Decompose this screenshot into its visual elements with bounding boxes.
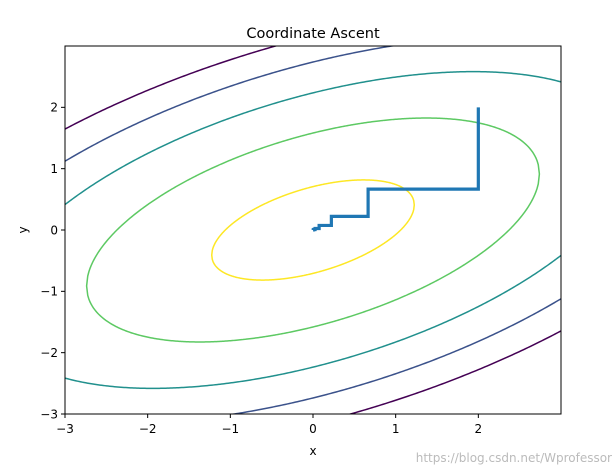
y-tick-label: 2 [50, 101, 58, 115]
x-axis-label: x [309, 444, 316, 458]
watermark-text: https://blog.csdn.net/Wprofessor [416, 451, 612, 465]
y-tick-label: −3 [40, 407, 58, 421]
contour-level-1 [65, 46, 561, 414]
y-tick-label: 1 [50, 162, 58, 176]
x-tick-label: 0 [309, 422, 317, 436]
x-tick-label: 1 [392, 422, 400, 436]
ascent-path-layer [311, 107, 480, 232]
ascent-path-line [311, 107, 480, 232]
contour-level-2 [65, 46, 561, 414]
x-axis: −3 −2 −1 0 1 2 [56, 414, 482, 436]
y-tick-label: −1 [40, 285, 58, 299]
contour-lines [65, 46, 561, 414]
x-tick-label: −2 [139, 422, 157, 436]
contour-level-3 [65, 70, 561, 390]
x-tick-label: −3 [56, 422, 74, 436]
x-tick-label: 2 [475, 422, 483, 436]
y-tick-label: 0 [50, 223, 58, 237]
contour-level-4 [85, 117, 541, 343]
y-axis-label: y [16, 226, 30, 233]
y-axis: −3 −2 −1 0 1 2 [40, 101, 65, 421]
chart-title: Coordinate Ascent [246, 26, 380, 42]
y-tick-label: −2 [40, 346, 58, 360]
x-tick-label: −1 [221, 422, 239, 436]
contour-level-5 [210, 179, 416, 281]
